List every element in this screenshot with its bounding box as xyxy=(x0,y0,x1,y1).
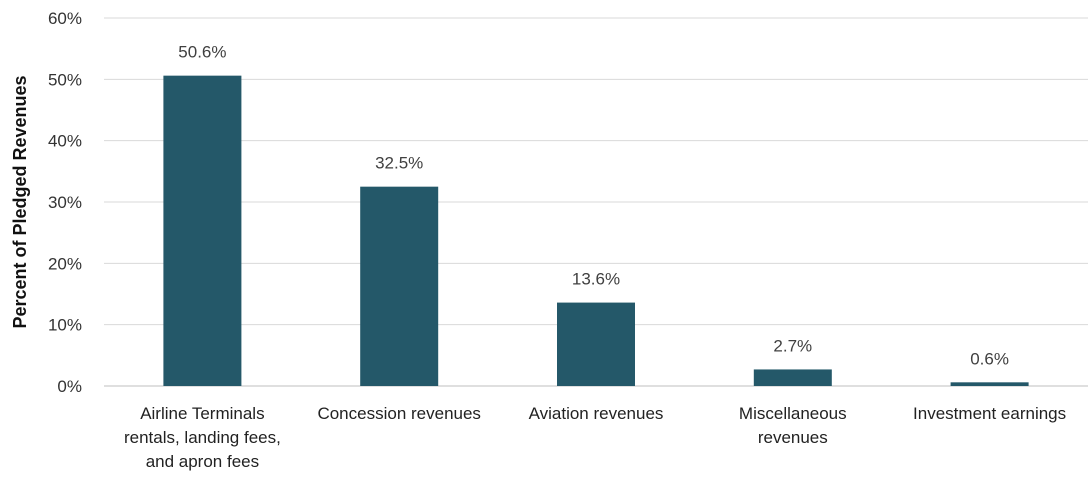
x-axis-labels: Airline Terminals rentals, landing fees, a… xyxy=(124,404,1066,471)
y-tick-label: 0% xyxy=(57,377,82,396)
data-label: 50.6% xyxy=(178,43,226,62)
bars xyxy=(163,75,1029,387)
bar xyxy=(557,302,635,386)
data-label: 13.6% xyxy=(572,270,620,289)
bar xyxy=(360,186,439,386)
y-tick-label: 30% xyxy=(48,193,82,212)
y-tick-label: 50% xyxy=(48,70,82,89)
data-labels: 50.6% 32.5% 13.6% 2.7% 0.6% xyxy=(178,43,1009,369)
x-tick-label: Miscellaneous revenues xyxy=(739,404,847,447)
data-label: 2.7% xyxy=(773,336,812,355)
bar xyxy=(753,369,832,386)
gridlines xyxy=(104,17,1088,387)
x-tick-label: Aviation revenues xyxy=(529,404,664,423)
bar xyxy=(950,382,1029,386)
y-tick-label: 20% xyxy=(48,254,82,273)
bar xyxy=(163,75,242,387)
data-label: 0.6% xyxy=(970,349,1009,368)
y-tick-label: 40% xyxy=(48,132,82,151)
x-tick-label: Airline Terminals rentals, landing fees, a… xyxy=(124,404,281,471)
y-axis-ticks: 0% 10% 20% 30% 40% 50% 60% xyxy=(48,9,82,396)
data-label: 32.5% xyxy=(375,154,423,173)
y-axis-title: Percent of Pledged Revenues xyxy=(10,75,30,328)
x-tick-label: Investment earnings xyxy=(913,404,1066,423)
x-tick-label: Concession revenues xyxy=(317,404,480,423)
y-tick-label: 10% xyxy=(48,316,82,335)
y-tick-label: 60% xyxy=(48,9,82,28)
